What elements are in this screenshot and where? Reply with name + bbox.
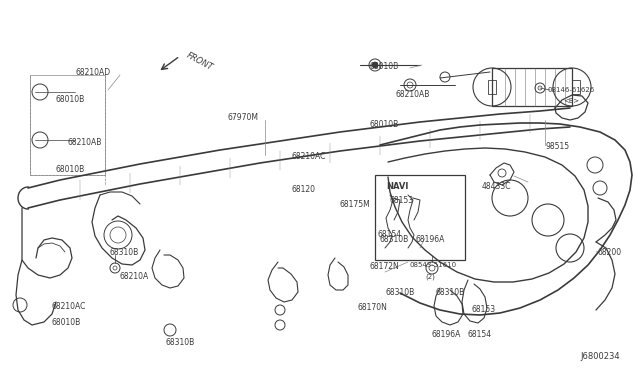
Text: 68310B: 68310B (110, 248, 140, 257)
Text: 68310B: 68310B (380, 235, 409, 244)
Text: (2): (2) (425, 273, 435, 279)
Text: 68210AB: 68210AB (68, 138, 102, 147)
Text: 68172N: 68172N (370, 262, 400, 271)
Text: 68010B: 68010B (370, 120, 399, 129)
Text: 68210AC: 68210AC (52, 302, 86, 311)
Text: 68196A: 68196A (432, 330, 461, 339)
Bar (375, 175, 465, 260)
Text: 68210AC: 68210AC (292, 152, 326, 161)
Text: 68120: 68120 (292, 185, 316, 194)
Text: 68170N: 68170N (358, 303, 388, 312)
Bar (30, 75, 105, 175)
Text: 98515: 98515 (546, 142, 570, 151)
Text: 68210AD: 68210AD (75, 68, 110, 77)
Text: 68175M: 68175M (340, 200, 371, 209)
Text: 68200: 68200 (598, 248, 622, 257)
Text: 48433C: 48433C (482, 182, 511, 191)
Text: 68010B: 68010B (55, 95, 84, 104)
Text: 68210A: 68210A (120, 272, 149, 281)
Text: 68010B: 68010B (52, 318, 81, 327)
Text: 68310B: 68310B (165, 338, 195, 347)
Text: 68154: 68154 (468, 330, 492, 339)
Text: 68153: 68153 (472, 305, 496, 314)
Text: 68153: 68153 (390, 196, 414, 205)
Text: 67970M: 67970M (228, 113, 259, 122)
Bar (488, 80, 496, 94)
Text: 68010B: 68010B (370, 62, 399, 71)
Text: 08543-51610: 08543-51610 (410, 262, 457, 268)
Text: 68210AB: 68210AB (395, 90, 429, 99)
Text: NAVI: NAVI (386, 182, 408, 191)
Text: J6800234: J6800234 (580, 352, 620, 361)
Text: <E>: <E> (563, 98, 579, 104)
Text: 68154: 68154 (378, 230, 402, 239)
Text: 68310B: 68310B (435, 288, 464, 297)
Bar (492, 68, 572, 106)
Text: 68010B: 68010B (55, 165, 84, 174)
Text: 68310B: 68310B (385, 288, 414, 297)
Bar (572, 80, 580, 94)
Circle shape (372, 62, 378, 68)
Text: 08146-61626: 08146-61626 (548, 87, 595, 93)
Text: FRONT: FRONT (185, 51, 214, 73)
Text: 68196A: 68196A (415, 235, 444, 244)
